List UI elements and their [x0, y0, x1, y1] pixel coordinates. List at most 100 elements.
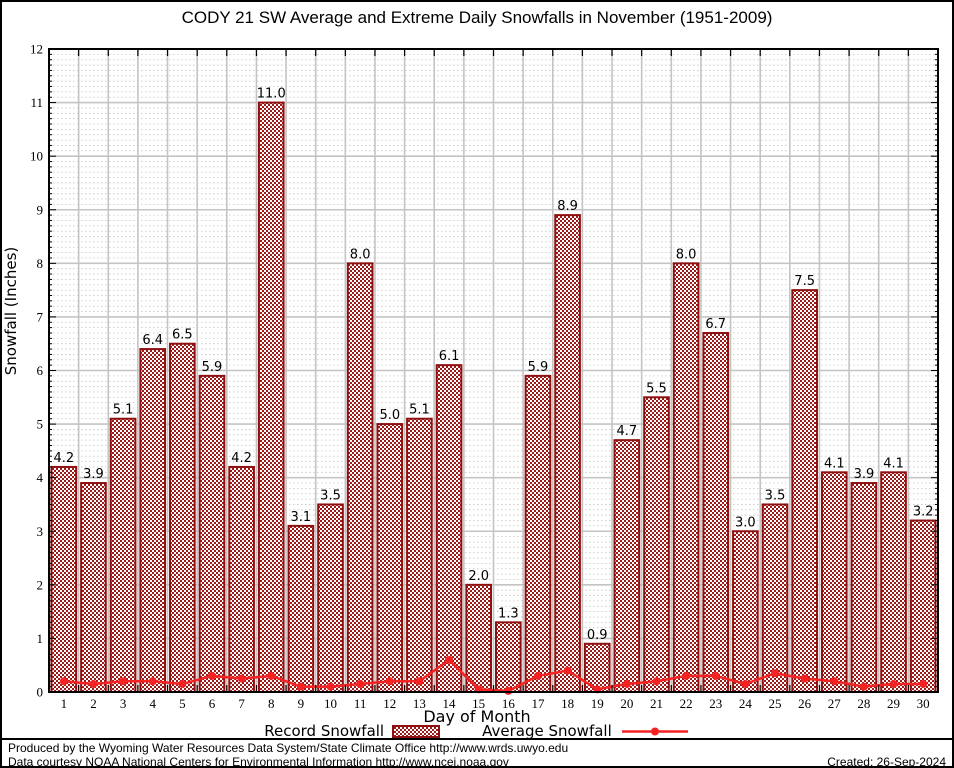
average-marker-day-1	[59, 677, 68, 686]
bar-day-9	[287, 524, 315, 693]
bar-label-day-6: 5.9	[202, 360, 223, 375]
bar-day-16	[495, 621, 522, 694]
average-snowfall-line-icon	[621, 727, 688, 735]
bar-day-28	[850, 482, 878, 693]
y-tick-3: 3	[37, 524, 44, 539]
chart-legend: Record Snowfall Average Snowfall	[2, 722, 952, 740]
x-tick-14: 14	[443, 696, 457, 711]
average-marker-day-20	[622, 679, 631, 688]
bar-label-day-15: 2.0	[468, 569, 489, 584]
bar-label-day-20: 4.7	[617, 424, 638, 439]
x-gridlines	[77, 49, 910, 692]
bar-label-day-3: 5.1	[113, 403, 134, 418]
y-tick-7: 7	[37, 309, 44, 324]
bar-day-27	[820, 471, 848, 693]
x-tick-1: 1	[61, 696, 68, 711]
x-tick-11: 11	[354, 696, 367, 711]
y-tick-1: 1	[37, 631, 44, 646]
average-marker-day-17	[533, 671, 542, 680]
y-tick-6: 6	[37, 363, 44, 378]
bar-label-day-19: 0.9	[587, 628, 608, 643]
average-marker-day-14	[445, 655, 454, 664]
x-tick-28: 28	[857, 696, 870, 711]
bar-day-7	[228, 465, 255, 694]
x-tick-2: 2	[90, 696, 97, 711]
bar-label-day-11: 8.0	[350, 247, 371, 262]
bar-label-day-16: 1.3	[498, 606, 519, 621]
bar-label-day-17: 5.9	[528, 360, 549, 375]
bar-day-20	[613, 439, 641, 693]
average-marker-day-27	[830, 677, 839, 686]
y-tick-10: 10	[30, 149, 43, 164]
bar-day-26	[791, 289, 818, 693]
bar-day-18	[554, 214, 581, 693]
x-tick-4: 4	[149, 696, 156, 711]
y-tick-9: 9	[37, 202, 44, 217]
y-axis-title: Snowfall (Inches)	[2, 246, 20, 376]
x-tick-labels: 1 2 3 4 5 6 7 8 9 10 11 12 13 14 15 16 17 18 19 20 21 22 23 24 2…	[61, 696, 930, 711]
average-marker-day-21	[652, 677, 661, 686]
average-marker-day-22	[682, 671, 691, 680]
bar-label-day-25: 3.5	[765, 488, 786, 503]
x-tick-21: 21	[650, 696, 663, 711]
bar-day-4	[139, 348, 167, 693]
average-marker-day-23	[711, 671, 720, 680]
x-tick-26: 26	[798, 696, 812, 711]
x-tick-24: 24	[739, 696, 753, 711]
x-tick-17: 17	[531, 696, 545, 711]
x-tick-8: 8	[268, 696, 275, 711]
bar-day-5	[169, 342, 196, 693]
y-tick-8: 8	[37, 256, 44, 271]
bar-label-day-22: 8.0	[676, 247, 697, 262]
bar-label-day-4: 6.4	[142, 333, 163, 348]
bar-day-3	[109, 417, 137, 693]
y-tick-2: 2	[37, 577, 44, 592]
bar-day-21	[643, 396, 670, 693]
bar-day-23	[702, 331, 730, 693]
average-marker-day-28	[859, 682, 868, 691]
y-tick-11: 11	[30, 95, 43, 110]
x-tick-18: 18	[561, 696, 574, 711]
footer-produced-by: Produced by the Wyoming Water Resources …	[8, 741, 569, 755]
x-tick-10: 10	[324, 696, 337, 711]
x-tick-13: 13	[413, 696, 426, 711]
y-tick-5: 5	[37, 417, 44, 432]
average-marker-day-12	[385, 677, 394, 686]
y-tick-4: 4	[37, 470, 44, 485]
bar-day-8	[257, 101, 285, 694]
y-tick-12: 12	[30, 42, 43, 57]
bar-day-10	[317, 503, 344, 694]
bar-label-day-27: 4.1	[824, 456, 845, 471]
x-tick-29: 29	[887, 696, 900, 711]
bar-label-day-28: 3.9	[854, 467, 875, 482]
average-marker-day-4	[148, 677, 157, 686]
footer-data-courtesy: Data courtesy NOAA National Centers for …	[8, 755, 509, 768]
legend-average-label: Average Snowfall	[482, 722, 612, 740]
x-tick-19: 19	[591, 696, 604, 711]
average-marker-day-11	[356, 679, 365, 688]
footer-created-date: Created: 26-Sep-2024	[827, 755, 946, 768]
bar-label-day-7: 4.2	[231, 451, 252, 466]
record-snowfall-bars	[50, 101, 937, 694]
bar-label-day-12: 5.0	[379, 408, 400, 423]
snowfall-bar-chart: 4.2 3.9 5.1 6.4 6.5 5.9 4.2 11.0 3.1 3.5 8.0 5.0 5.1…	[30, 42, 939, 711]
x-tick-6: 6	[209, 696, 216, 711]
bar-label-day-26: 7.5	[794, 274, 815, 289]
chart-title: CODY 21 SW Average and Extreme Daily Sno…	[181, 8, 773, 27]
bar-label-day-2: 3.9	[83, 467, 104, 482]
average-marker-day-6	[207, 671, 216, 680]
average-marker-day-3	[119, 677, 128, 686]
x-tick-25: 25	[769, 696, 782, 711]
bar-label-day-30: 3.2	[913, 505, 934, 520]
record-snowfall-swatch-icon	[392, 724, 441, 738]
x-axis-title: Day of Month	[423, 707, 531, 726]
x-tick-16: 16	[502, 696, 516, 711]
legend-record-label: Record Snowfall	[264, 722, 385, 740]
average-marker-day-13	[415, 677, 424, 686]
bar-day-1	[50, 465, 78, 694]
bar-day-30	[909, 519, 937, 693]
bar-label-day-13: 5.1	[409, 403, 430, 418]
bar-value-labels: 4.2 3.9 5.1 6.4 6.5 5.9 4.2 11.0 3.1 3.5 8.0 5.0 5.1…	[53, 87, 933, 643]
x-tick-7: 7	[238, 696, 245, 711]
